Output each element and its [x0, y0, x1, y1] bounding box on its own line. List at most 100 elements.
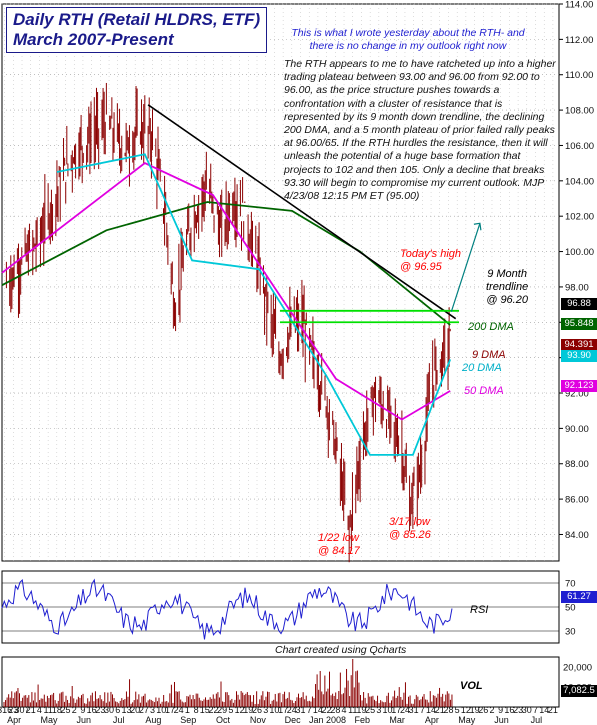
- month-label: Dec: [285, 715, 302, 725]
- date-tick-label: 12: [235, 705, 245, 715]
- month-label: Jul: [113, 715, 125, 725]
- rsi-tick-label: 30: [565, 627, 576, 638]
- date-tick-label: 23: [95, 705, 105, 715]
- ma-line-200-dma: [1, 201, 451, 326]
- month-label: May: [40, 715, 58, 725]
- chart-title: Daily RTH (Retail HLDRS, ETF) March 2007…: [6, 7, 268, 53]
- date-tick-label: 28: [443, 705, 453, 715]
- y-tick-label: 106.00: [565, 141, 594, 152]
- date-axis: 3162330721411182529162330613202731017241…: [0, 705, 558, 725]
- date-tick-label: 17: [278, 705, 288, 715]
- date-tick-label: 16: [87, 705, 97, 715]
- y-tick-label: 102.00: [565, 212, 594, 223]
- date-tick-label: 11: [348, 705, 357, 715]
- y-tick-label: 104.00: [565, 176, 594, 187]
- month-label: May: [458, 715, 476, 725]
- month-label: Jul: [531, 715, 543, 725]
- moving-averages: [1, 104, 482, 456]
- date-tick-label: 21: [26, 705, 36, 715]
- y-tick-label: 100.00: [565, 247, 594, 258]
- date-tick-label: 2: [72, 705, 77, 715]
- rsi-line: 70 50 30: [1, 578, 576, 640]
- date-tick-label: 21: [548, 705, 558, 715]
- y-tick-label: 84.00: [565, 530, 589, 541]
- date-tick-label: 29: [217, 705, 227, 715]
- date-tick-label: 22: [208, 705, 218, 715]
- note-headline: This is what I wrote yesterday about the…: [291, 27, 525, 52]
- date-tick-label: 22: [322, 705, 332, 715]
- date-tick-label: 26: [252, 705, 262, 715]
- dma50-badge: 92.123: [561, 380, 597, 392]
- rsi-tick-label: 50: [565, 603, 576, 614]
- vol-tick-label: 20,000: [563, 663, 592, 674]
- y-tick-label: 110.00: [565, 70, 593, 81]
- date-tick-label: 2: [489, 705, 494, 715]
- date-tick-label: 27: [139, 705, 149, 715]
- date-tick-label: 6: [115, 705, 120, 715]
- date-tick-label: 30: [522, 705, 532, 715]
- month-label: Mar: [389, 715, 405, 725]
- date-tick-label: 24: [400, 705, 410, 715]
- date-tick-label: 8: [194, 705, 199, 715]
- date-tick-label: 18: [52, 705, 62, 715]
- low-0317-label: 3/17 low @ 85.26: [389, 516, 431, 541]
- month-label: Sep: [180, 715, 196, 725]
- dma200-badge: 95.848: [561, 318, 597, 330]
- vol-panel-frame: [1, 656, 560, 708]
- date-tick-label: 25: [365, 705, 375, 715]
- month-label: Nov: [250, 715, 267, 725]
- chart-title-line1: Daily RTH (Retail HLDRS, ETF): [13, 10, 261, 29]
- vol-label: VOL: [460, 680, 483, 692]
- date-tick-label: 16: [504, 705, 514, 715]
- date-tick-label: 7: [307, 705, 312, 715]
- month-label: Jan 2008: [309, 715, 346, 725]
- trendline-label: 9 Month trendline @ 96.20: [486, 268, 529, 306]
- month-label: Apr: [7, 715, 21, 725]
- month-label: Oct: [216, 715, 231, 725]
- dma20-badge: 93.90: [561, 350, 597, 362]
- month-label: Jun: [77, 715, 92, 725]
- date-tick-label: 3: [150, 705, 155, 715]
- date-tick-label: 15: [200, 705, 210, 715]
- price-panel-frame: [1, 3, 560, 562]
- date-tick-label: 24: [287, 705, 297, 715]
- date-tick-label: 307: [15, 705, 30, 715]
- rsi-series: [1, 578, 453, 640]
- ma-line-9-month-trendline: [147, 104, 457, 320]
- date-tick-label: 10: [156, 705, 166, 715]
- y-tick-label: 88.00: [565, 459, 589, 470]
- date-tick-label: 7: [533, 705, 538, 715]
- date-tick-label: 19: [243, 705, 253, 715]
- date-tick-label: 28: [330, 705, 340, 715]
- dma20-label: 20 DMA: [462, 362, 502, 374]
- projection-arrow-head: [473, 222, 482, 231]
- chart-credit: Chart created using Qcharts: [275, 644, 407, 656]
- y-tick-label: 92.00: [565, 389, 589, 400]
- date-tick-label: 25: [61, 705, 71, 715]
- todays-high-label: Today's high @ 96.95: [400, 248, 462, 273]
- date-tick-label: 7: [420, 705, 425, 715]
- rsi-badge: 61.27: [561, 591, 597, 603]
- date-tick-label: 31: [409, 705, 419, 715]
- date-tick-label: 23: [8, 705, 18, 715]
- note-body: The RTH appears to me to have ratcheted …: [284, 58, 556, 203]
- date-tick-label: 19: [470, 705, 480, 715]
- date-tick-label: 3: [376, 705, 381, 715]
- date-tick-label: 17: [165, 705, 175, 715]
- date-tick-label: 23: [513, 705, 523, 715]
- ma-line-50-dma: [1, 162, 451, 421]
- y-tick-label: 86.00: [565, 495, 589, 506]
- date-tick-label: 1: [185, 705, 190, 715]
- price-bars: [5, 82, 451, 563]
- dma9-label: 9 DMA: [472, 349, 506, 361]
- rsi-label: RSI: [470, 604, 489, 616]
- date-tick-label: 4: [37, 705, 42, 715]
- dma200-label: 200 DMA: [468, 321, 514, 333]
- date-tick-label: 24: [174, 705, 184, 715]
- projection-arrow: [450, 223, 481, 312]
- date-tick-label: 14: [426, 705, 436, 715]
- y-tick-label: 114.00: [565, 0, 593, 11]
- price-axis: 84.0086.0088.0090.0092.0094.0096.0098.00…: [559, 0, 594, 541]
- date-tick-label: 14: [539, 705, 549, 715]
